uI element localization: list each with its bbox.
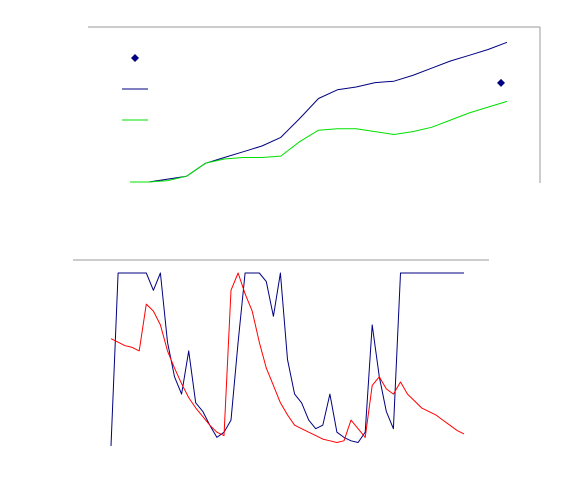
top-series-1-line	[130, 41, 508, 183]
top-legend	[122, 54, 148, 121]
top-markers-group	[497, 78, 505, 87]
bottom-series-1-line	[110, 272, 464, 447]
bottom-line-chart	[73, 259, 489, 447]
bottom-series-group	[110, 272, 465, 447]
bottom-series-2-line	[110, 272, 465, 443]
top-marker-point-1	[497, 78, 505, 87]
top-series-group	[130, 41, 508, 183]
legend-marker-1	[131, 54, 139, 62]
top-line-chart	[88, 26, 541, 183]
top-series-2-line	[130, 100, 508, 183]
